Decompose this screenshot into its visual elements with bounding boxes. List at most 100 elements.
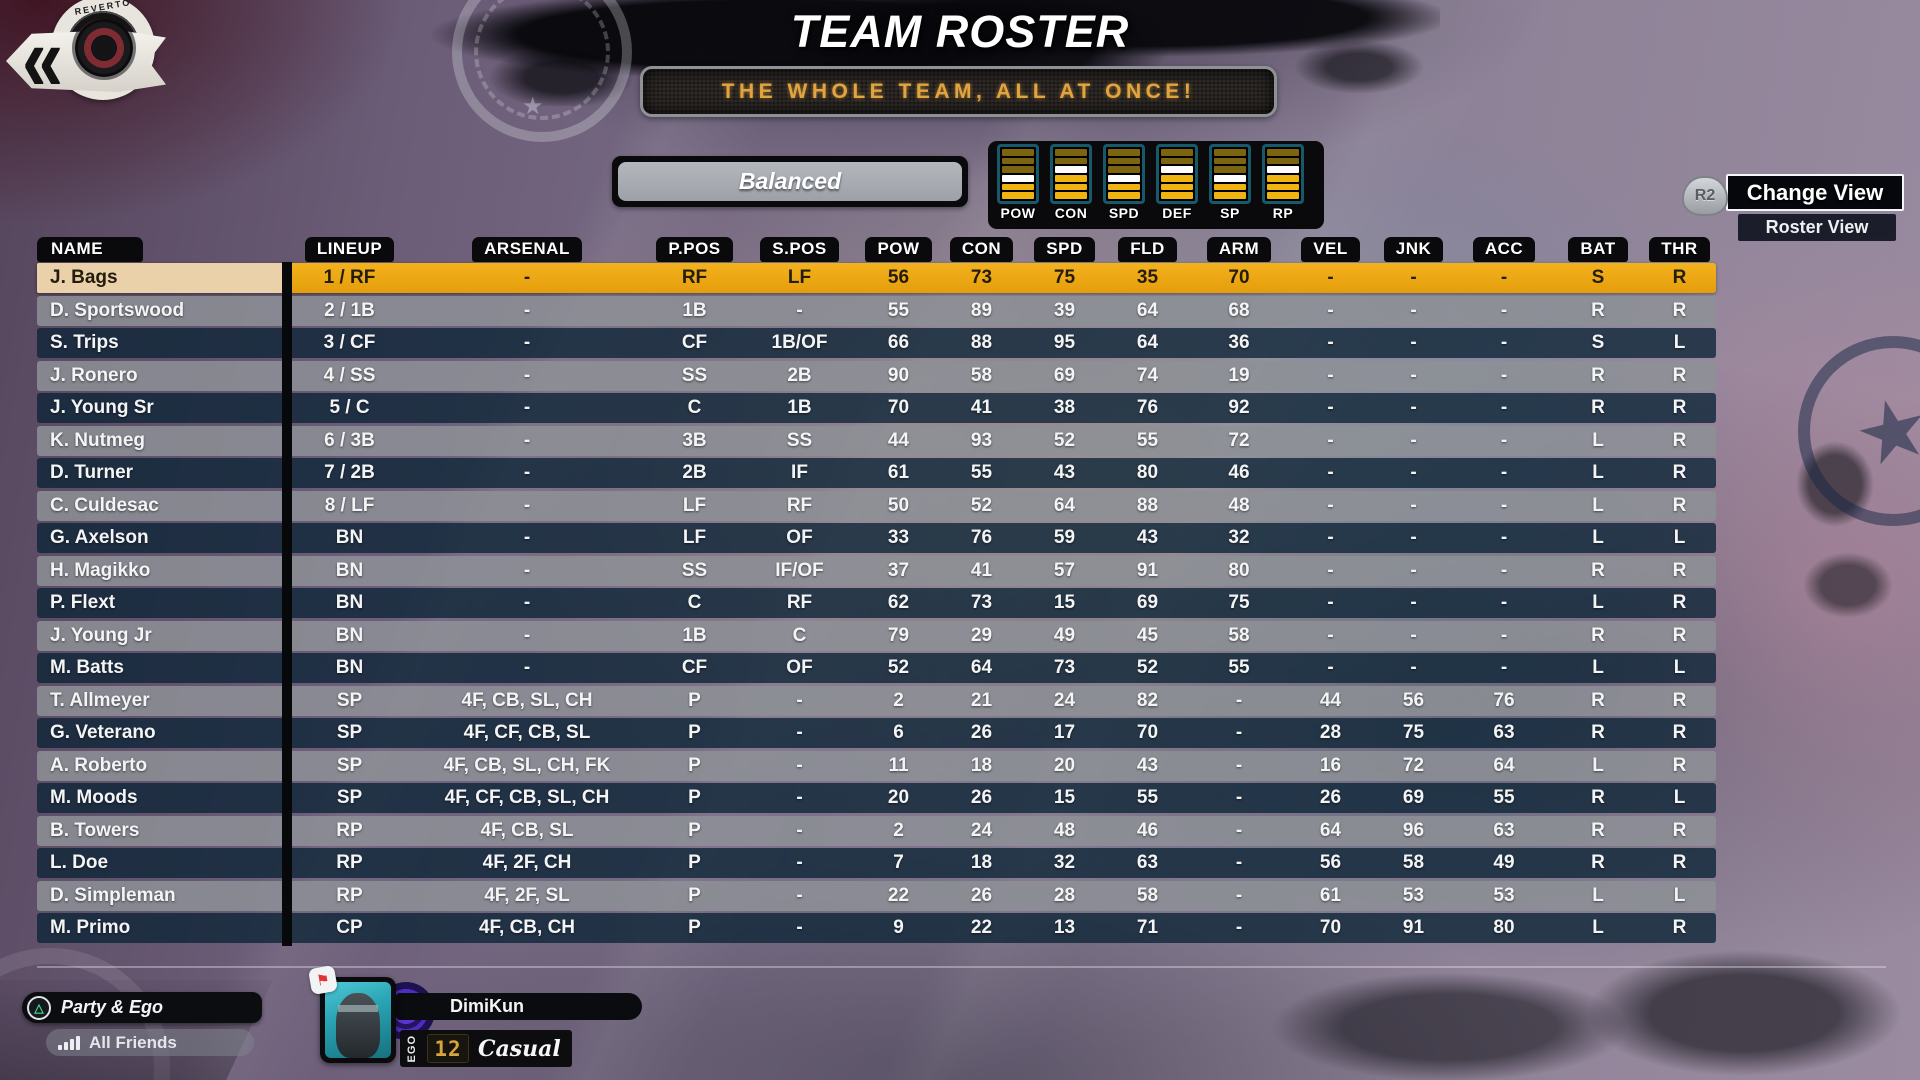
cell-lineup: 2 / 1B [324, 299, 375, 321]
table-row[interactable]: D. Turner 7 / 2B - 2B IF 61 55 43 80 46 - - - L R [37, 458, 1716, 488]
cell-p_pos: LF [682, 494, 707, 516]
cell-fld: 45 [1136, 624, 1159, 646]
table-row[interactable]: H. Magikko BN - SS IF/OF 37 41 57 91 80 - - - R R [37, 555, 1716, 586]
cell-pow: 2 [893, 819, 904, 841]
change-view-button[interactable]: Change View [1726, 174, 1904, 211]
cell-lineup: 1 / RF [323, 267, 376, 288]
team-type-value: Balanced [618, 162, 962, 201]
cell-spd: 75 [1053, 267, 1076, 288]
column-header-arm: ARM [1189, 236, 1289, 262]
cell-arsenal: 4F, 2F, CH [482, 852, 572, 873]
team-stat-bar-def: DEF [1156, 144, 1198, 229]
cell-fld: 63 [1136, 852, 1159, 873]
column-header-bat: BAT [1553, 236, 1643, 262]
table-bottom-divider [37, 966, 1886, 968]
team-stat-bar-rp: RP [1262, 144, 1304, 229]
table-row[interactable]: T. Allmeyer SP 4F, CB, SL, CH P - 2 21 24 82 - 44 5… [37, 685, 1716, 716]
cell-fld: 46 [1136, 819, 1159, 841]
back-button[interactable]: REVERTO « [6, 0, 182, 116]
cell-fld: 64 [1136, 332, 1159, 353]
cell-pow: 6 [893, 722, 904, 743]
cell-s_pos: IF/OF [775, 559, 824, 581]
table-row[interactable]: K. Nutmeg 6 / 3B - 3B SS 44 93 52 55 72 - - - L R [37, 425, 1716, 456]
cell-fld: 43 [1136, 527, 1159, 548]
cell-acc: - [1500, 429, 1508, 451]
table-row[interactable]: S. Trips 3 / CF - CF 1B/OF 66 88 95 64 36 - - - S L [37, 328, 1716, 358]
cell-lineup: 8 / LF [324, 494, 375, 516]
cell-acc: - [1500, 592, 1508, 613]
cell-thr: R [1672, 364, 1687, 386]
column-header-name: NAME [37, 236, 292, 262]
cell-pow: 79 [887, 624, 910, 646]
cell-arm: 32 [1228, 527, 1250, 548]
cell-fld: 82 [1136, 689, 1159, 711]
column-header-vel: VEL [1289, 236, 1372, 262]
cell-con: 52 [970, 494, 993, 516]
table-row[interactable]: M. Moods SP 4F, CF, CB, SL, CH P - 20 26 15 55 - 2… [37, 783, 1716, 813]
cell-name: C. Culdesac [50, 494, 159, 516]
table-row[interactable]: M. Primo CP 4F, CB, CH P - 9 22 13 71 - 70 91 80 L R [37, 913, 1716, 943]
cell-vel: - [1327, 299, 1334, 321]
cell-jnk: - [1410, 592, 1417, 613]
table-row[interactable]: M. Batts BN - CF OF 52 64 73 52 55 - - - L L [37, 653, 1716, 683]
table-row[interactable]: D. Sportswood 2 / 1B - 1B - 55 89 39 64 68 - - - R R [37, 295, 1716, 326]
team-stat-bar-con: CON [1050, 144, 1092, 229]
table-row[interactable]: J. Young Sr 5 / C - C 1B 70 41 38 76 92 - - - R R [37, 393, 1716, 423]
cell-p_pos: LF [682, 527, 707, 548]
table-row[interactable]: L. Doe RP 4F, 2F, CH P - 7 18 32 63 - 56 58 49 R R [37, 848, 1716, 878]
cell-pow: 22 [887, 884, 910, 906]
cell-bat: L [1592, 917, 1604, 938]
cell-name: M. Batts [50, 657, 124, 678]
cell-s_pos: - [796, 754, 803, 776]
subtitle-banner: THE WHOLE TEAM, ALL AT ONCE! [640, 66, 1277, 117]
cell-bat: L [1592, 527, 1604, 548]
cell-vel: - [1327, 527, 1334, 548]
cell-s_pos: 2B [787, 364, 812, 386]
cell-name: J. Bags [37, 263, 292, 293]
cell-name: G. Veterano [50, 722, 156, 743]
cell-acc: - [1500, 657, 1508, 678]
cell-bat: R [1591, 787, 1605, 808]
cell-vel: - [1327, 267, 1334, 288]
table-row[interactable]: B. Towers RP 4F, CB, SL P - 2 24 48 46 - 64 96 63 R R [37, 815, 1716, 846]
table-row[interactable]: J. Ronero 4 / SS - SS 2B 90 58 69 74 19 - - - R R [37, 360, 1716, 391]
cell-acc: 64 [1493, 754, 1515, 776]
table-row[interactable]: C. Culdesac 8 / LF - LF RF 50 52 64 88 48 - - - L R [37, 490, 1716, 521]
cell-acc: - [1500, 624, 1508, 646]
cell-s_pos: IF [791, 462, 808, 483]
cell-arsenal: - [523, 429, 531, 451]
cell-thr: R [1672, 494, 1687, 516]
team-type-selector[interactable]: Balanced [612, 156, 968, 207]
table-row[interactable]: J. Bags 1 / RF - RF LF 56 73 75 35 70 - - - S R [37, 263, 1716, 293]
cell-s_pos: - [796, 787, 803, 808]
cell-thr: L [1673, 527, 1686, 548]
cell-name: J. Young Sr [50, 397, 154, 418]
cell-arm: - [1235, 852, 1243, 873]
cell-acc: - [1500, 364, 1508, 386]
cell-p_pos: P [688, 787, 701, 808]
team-stat-bar-spd: SPD [1103, 144, 1145, 229]
party-ego-button[interactable]: △ Party & Ego [22, 992, 262, 1023]
ego-label: EGO [406, 1034, 418, 1063]
cell-name: S. Trips [50, 332, 119, 353]
table-row[interactable]: A. Roberto SP 4F, CB, SL, CH, FK P - 11 18 20 43… [37, 750, 1716, 781]
table-row[interactable]: D. Simpleman RP 4F, 2F, SL P - 22 26 28 58 - 61 53 5… [37, 880, 1716, 911]
cell-acc: 53 [1493, 884, 1515, 906]
player-avatar[interactable]: ⚑ [307, 964, 396, 1063]
cell-con: 64 [970, 657, 993, 678]
table-row[interactable]: P. Flext BN - C RF 62 73 15 69 75 - - - L R [37, 588, 1716, 618]
column-header-con: CON [940, 236, 1023, 262]
r2-button-icon[interactable]: R2 [1682, 176, 1728, 216]
party-ego-label: Party & Ego [61, 997, 164, 1017]
cell-p_pos: P [688, 689, 701, 711]
cell-pow: 33 [887, 527, 910, 548]
cell-p_pos: 2B [682, 462, 707, 483]
table-row[interactable]: J. Young Jr BN - 1B C 79 29 49 45 58 - - - R R [37, 620, 1716, 651]
table-row[interactable]: G. Veterano SP 4F, CF, CB, SL P - 6 26 17 70 - 28 7… [37, 718, 1716, 748]
column-header-s-pos: S.POS [742, 236, 857, 262]
cell-vel: 70 [1319, 917, 1342, 938]
cell-bat: R [1591, 689, 1605, 711]
table-row[interactable]: G. Axelson BN - LF OF 33 76 59 43 32 - - - L L [37, 523, 1716, 553]
all-friends-button[interactable]: All Friends [46, 1029, 254, 1056]
cell-fld: 58 [1136, 884, 1159, 906]
